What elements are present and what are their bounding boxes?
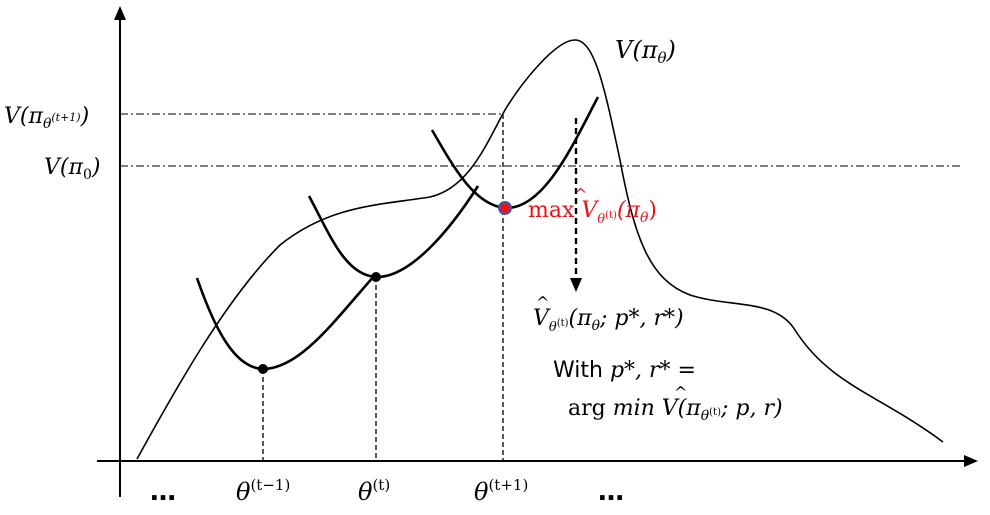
ellipsis-left: … [150, 477, 176, 507]
y-label-upper: V(πθ(t+1)) [4, 104, 89, 132]
argmin-line: arg min V(πθ(t); p, r) [568, 396, 783, 424]
max-hat-icon: ^ [574, 185, 587, 204]
surrogate-label: Vθ(t)(πθ; p*, r*) [533, 306, 684, 335]
objective-curve [136, 39, 944, 460]
surrogate-curve-2 [307, 185, 480, 279]
downward-arrow-head-icon [570, 278, 582, 292]
ellipsis-right: … [598, 477, 624, 507]
tick-theta-t-plus-1: θ(t+1) [474, 476, 528, 506]
surrogate-curve-1 [195, 274, 376, 371]
y-label-lower: V(π0) [44, 155, 100, 183]
y-axis-arrow-icon [114, 6, 126, 20]
surrogate-hat-icon: ^ [536, 293, 549, 312]
tick-theta-t-minus-1: θ(t−1) [236, 476, 290, 506]
x-axis-arrow-icon [964, 455, 978, 467]
tick-theta-t: θ(t) [358, 476, 390, 506]
argmin-hat-icon: ^ [674, 383, 687, 402]
point-surrogate-max [498, 201, 512, 215]
with-line: With p*, r* = [553, 358, 696, 383]
max-surrogate-label: max Vθ(t)(πθ) [528, 198, 657, 227]
point-theta-t-minus-1 [258, 364, 268, 374]
curve-label: V(πθ) [615, 36, 676, 67]
point-theta-t [371, 272, 381, 282]
